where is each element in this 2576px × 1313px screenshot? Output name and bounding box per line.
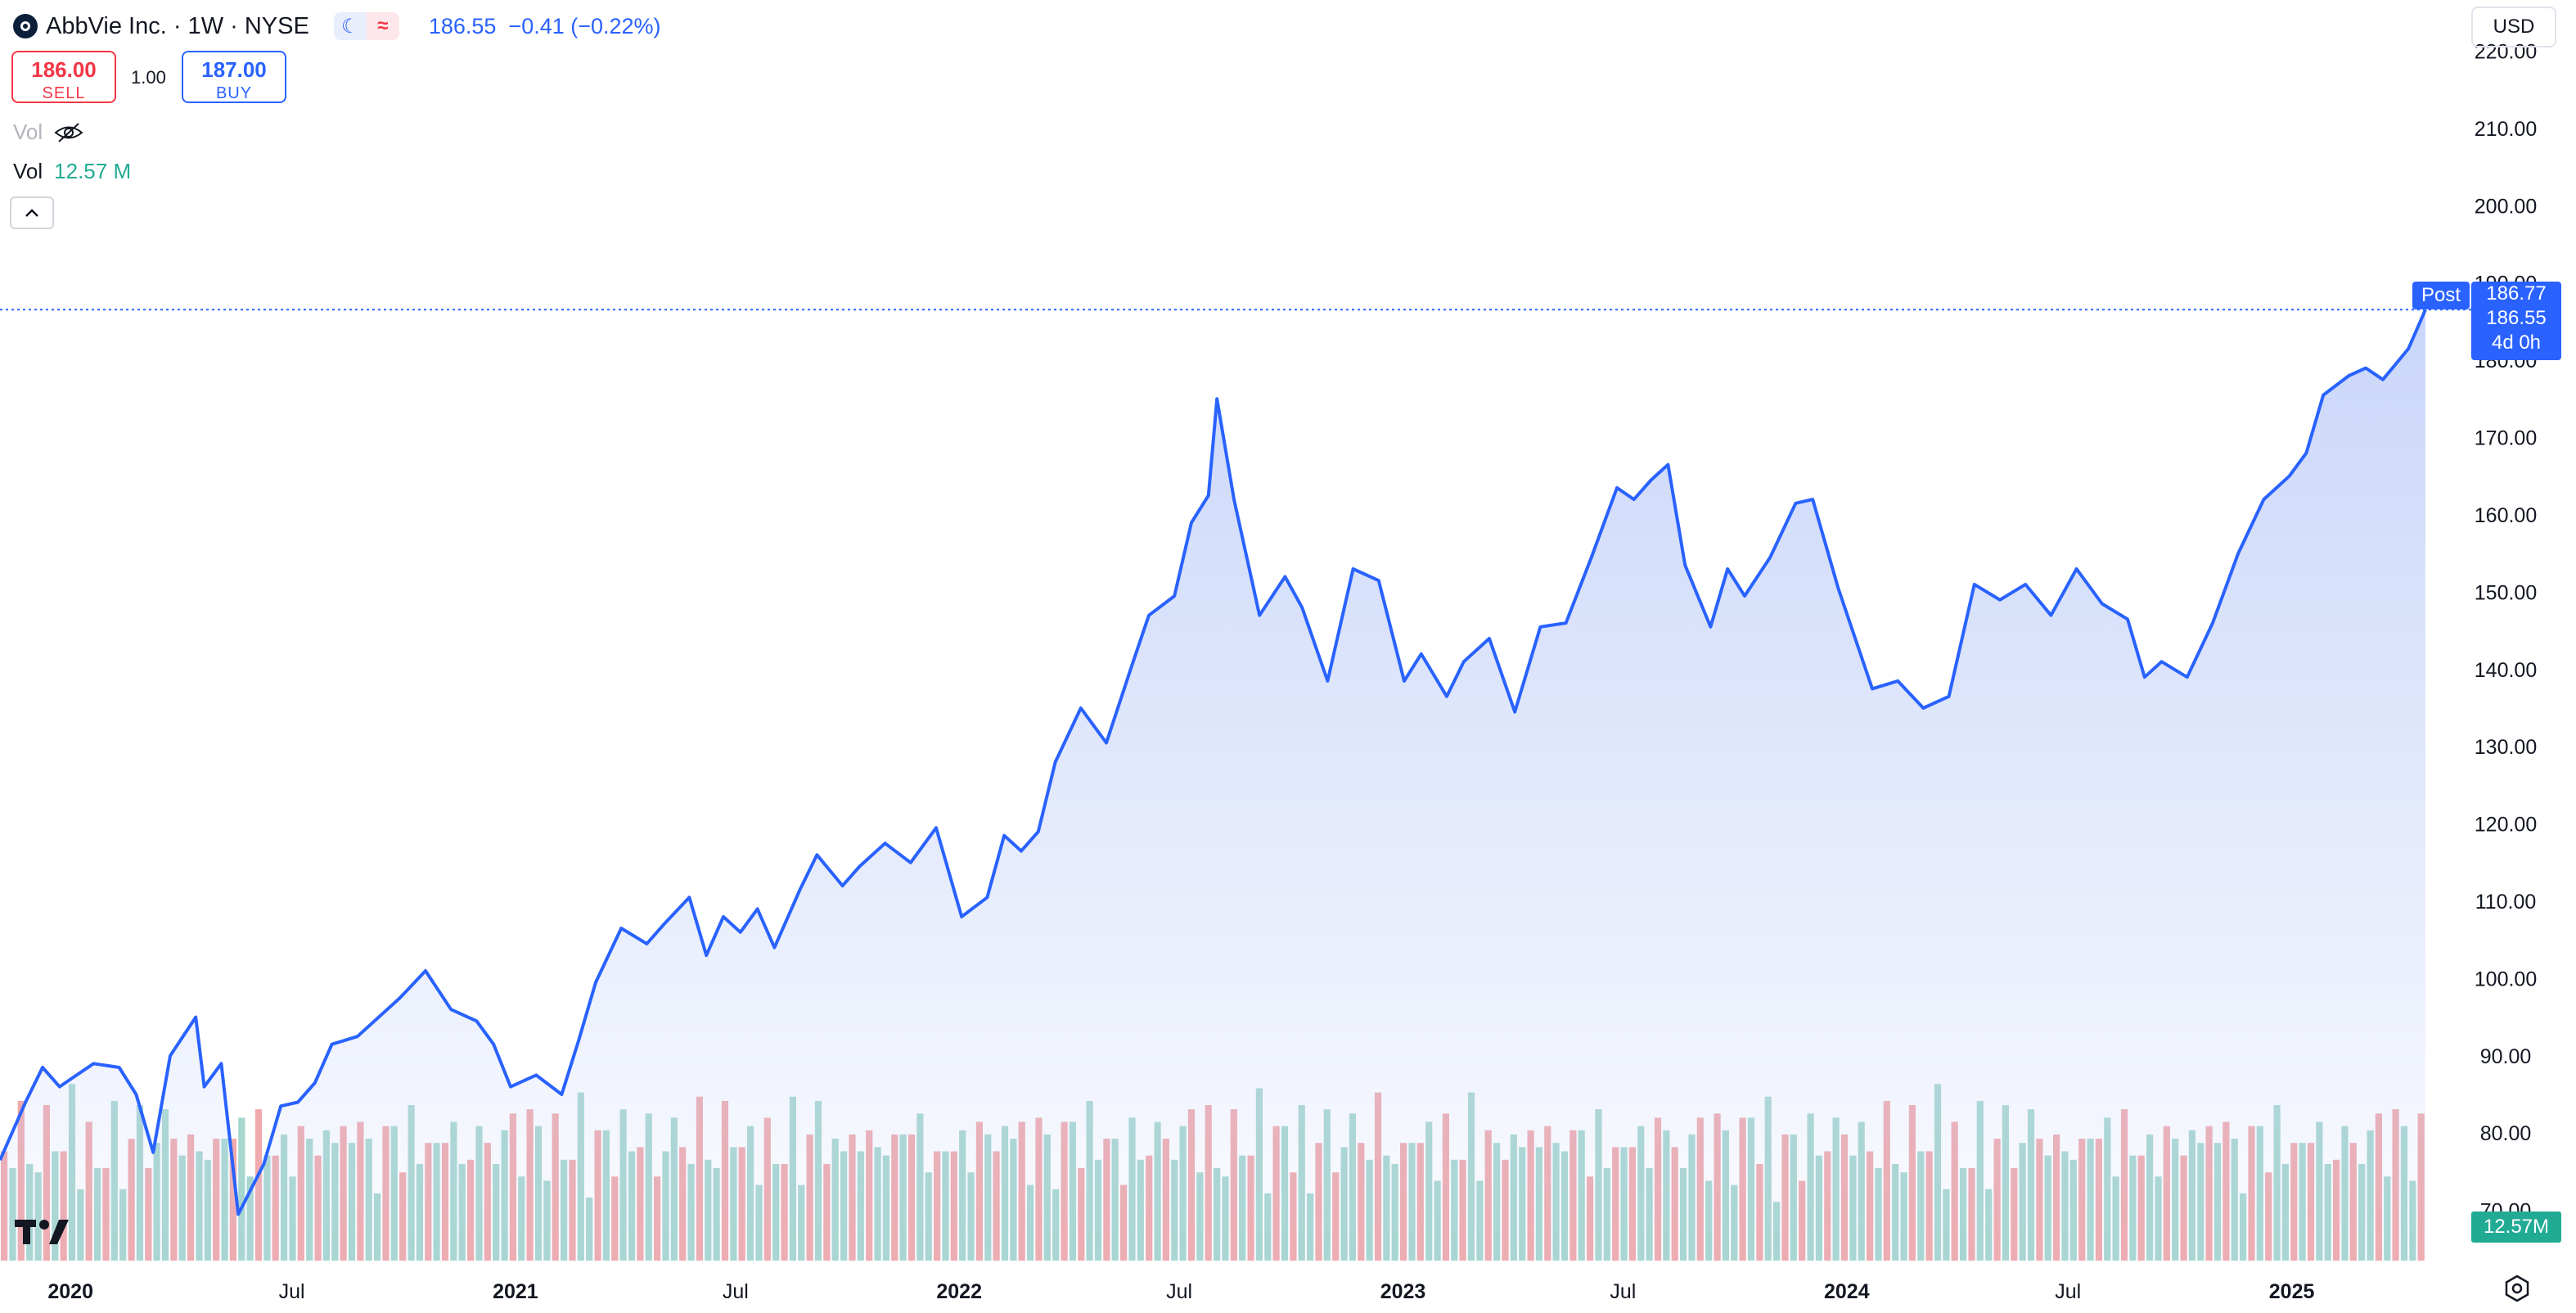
y-tick-label: 200.00: [2475, 195, 2537, 218]
delayed-data-icon: ≈: [366, 12, 399, 40]
x-tick-label: 2025: [2269, 1280, 2315, 1303]
symbol-title: AbbVie Inc. · 1W · NYSE: [46, 12, 309, 39]
time-axis: 2020 Jul 2021 Jul 2022 Jul 2023 Jul 2024 Jul 2025: [47, 1280, 2314, 1303]
x-tick-label: Jul: [279, 1280, 305, 1303]
x-tick-label: 2023: [1380, 1280, 1426, 1303]
last-price-quote: 186.55 −0.41 (−0.22%): [428, 13, 661, 38]
y-tick-label: 90.00: [2480, 1045, 2532, 1068]
y-tick-label: 160.00: [2475, 504, 2537, 527]
y-tick-label: 220.00: [2475, 41, 2537, 64]
company-logo-icon: [13, 14, 38, 38]
y-tick-label: 210.00: [2475, 118, 2537, 141]
price-axis: 220.00210.00200.00190.00180.00170.00160.…: [2475, 41, 2537, 1223]
volume-legend: Vol 12.57 M: [13, 159, 132, 183]
x-tick-label: 2020: [47, 1280, 93, 1303]
buy-button[interactable]: 187.00 BUY: [182, 51, 286, 103]
x-tick-label: 2022: [936, 1280, 982, 1303]
sell-button[interactable]: 186.00 SELL: [11, 51, 116, 103]
collapse-legend-button[interactable]: [10, 196, 54, 229]
y-tick-label: 120.00: [2475, 814, 2537, 837]
tradingview-logo-icon[interactable]: [15, 1218, 72, 1246]
x-tick-label: Jul: [1610, 1280, 1636, 1303]
price-line: [0, 309, 2427, 1216]
y-tick-label: 110.00: [2475, 891, 2537, 914]
volume-badge: 12.57M: [2471, 1211, 2561, 1243]
x-tick-label: Jul: [1166, 1280, 1192, 1303]
x-tick-label: 2024: [1824, 1280, 1870, 1303]
price-area-fill: [0, 309, 2425, 1261]
currency-selector[interactable]: USD: [2471, 7, 2556, 47]
x-tick-label: Jul: [2055, 1280, 2081, 1303]
chevron-up-icon: [25, 209, 38, 217]
moon-icon: ☾: [333, 12, 367, 40]
x-tick-label: Jul: [723, 1280, 749, 1303]
spread-value: 1.00: [131, 67, 166, 88]
post-market-badge: Post: [2412, 282, 2470, 309]
volume-bar: [238, 1117, 245, 1261]
y-tick-label: 150.00: [2475, 581, 2537, 604]
y-tick-label: 100.00: [2475, 968, 2537, 990]
price-badge: 186.77 186.55 4d 0h: [2471, 282, 2561, 360]
y-tick-label: 170.00: [2475, 427, 2537, 450]
y-tick-label: 140.00: [2475, 659, 2537, 682]
eye-off-icon[interactable]: [52, 120, 85, 145]
x-tick-label: 2021: [493, 1280, 538, 1303]
market-status[interactable]: ☾ ≈: [333, 12, 399, 40]
hidden-volume-legend[interactable]: Vol: [13, 120, 85, 145]
y-tick-label: 130.00: [2475, 736, 2537, 759]
gear-icon[interactable]: [2502, 1274, 2532, 1303]
symbol-header[interactable]: AbbVie Inc. · 1W · NYSE ☾ ≈ 186.55 −0.41…: [13, 10, 661, 43]
y-tick-label: 80.00: [2480, 1122, 2532, 1145]
